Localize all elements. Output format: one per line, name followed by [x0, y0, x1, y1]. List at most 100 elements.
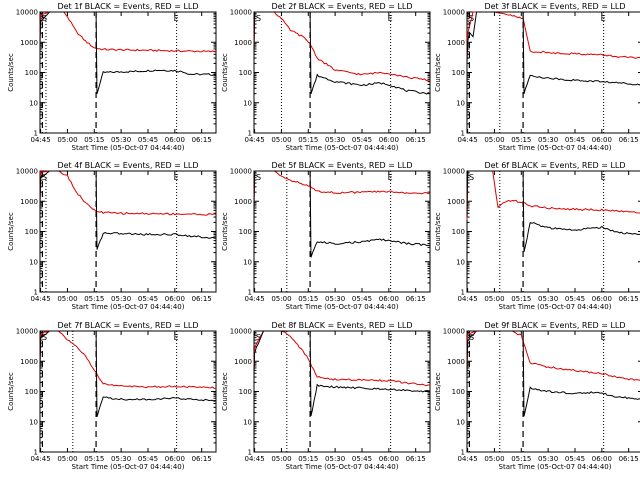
lld-series-line — [39, 330, 217, 390]
y-axis-label: Counts/sec — [434, 212, 442, 251]
plot-frame — [39, 330, 217, 453]
end-marker: E — [388, 173, 393, 182]
panel-det-1: Det 1f BLACK = Events, RED = LLD 04:45 05:… — [7, 2, 217, 152]
end-marker: E — [174, 333, 179, 342]
x-axis-label: Start Time (05-Oct-07 04:44:40) — [499, 144, 612, 152]
x-tick-label: 05:30 — [111, 136, 131, 144]
x-axis-label: Start Time (05-Oct-07 04:44:40) — [72, 463, 185, 471]
x-tick-label: 06:00 — [379, 455, 399, 463]
plot-frame — [253, 170, 431, 293]
y-tick-label: 1 — [34, 449, 38, 457]
x-tick-label: 05:15 — [511, 136, 531, 144]
y-tick-label: 1 — [34, 130, 38, 138]
x-tick-label: 05:45 — [352, 455, 372, 463]
y-tick-label: 1 — [461, 130, 465, 138]
y-tick-label: 10 — [29, 418, 38, 426]
x-tick-label: 05:00 — [484, 455, 504, 463]
end-marker: E — [388, 333, 393, 342]
x-tick-label: 06:00 — [379, 295, 399, 303]
x-tick-label: 06:00 — [379, 136, 399, 144]
y-tick-label: 100 — [452, 228, 465, 236]
y-tick-label: 100 — [239, 228, 252, 236]
y-tick-label: 10 — [243, 99, 252, 107]
x-tick-label: 04:45 — [31, 136, 51, 144]
y-tick-label: 100 — [25, 228, 38, 236]
lld-series-line — [253, 170, 431, 202]
panel-det-2: Det 2f BLACK = Events, RED = LLD 04:45 05:… — [221, 2, 431, 152]
y-tick-label: 1000 — [447, 198, 465, 206]
panel-det-9: Det 9f BLACK = Events, RED = LLD 04:45 05:… — [434, 321, 640, 471]
x-tick-label: 06:15 — [406, 295, 426, 303]
y-tick-label: 100 — [25, 69, 38, 77]
y-axis-label: Counts/sec — [7, 372, 15, 411]
x-tick-label: 06:15 — [192, 136, 212, 144]
end-marker: E — [174, 173, 179, 182]
start-marker: S — [42, 14, 47, 23]
x-tick-label: 05:00 — [57, 455, 77, 463]
x-tick-label: 05:00 — [484, 136, 504, 144]
panel-det-6: Det 6f BLACK = Events, RED = LLD 04:45 05:… — [434, 161, 640, 311]
panel-title: Det 2f BLACK = Events, RED = LLD — [271, 2, 412, 11]
y-tick-label: 10 — [456, 99, 465, 107]
y-tick-label: 10000 — [230, 328, 252, 336]
x-tick-label: 05:15 — [84, 295, 104, 303]
plot-frame — [253, 330, 431, 453]
start-marker: S — [42, 333, 47, 342]
lld-series-line — [39, 170, 217, 216]
x-axis-label: Start Time (05-Oct-07 04:44:40) — [499, 463, 612, 471]
y-axis-label: Counts/sec — [221, 53, 229, 92]
events-series-line — [253, 11, 431, 95]
y-tick-label: 10 — [29, 258, 38, 266]
x-tick-label: 05:45 — [565, 136, 585, 144]
x-tick-label: 04:45 — [245, 455, 265, 463]
panel-det-7: Det 7f BLACK = Events, RED = LLD 04:45 05:… — [7, 321, 217, 471]
y-tick-label: 1 — [461, 449, 465, 457]
events-series-line — [466, 330, 640, 417]
x-tick-label: 06:00 — [592, 455, 612, 463]
x-tick-label: 05:30 — [538, 455, 558, 463]
x-tick-label: 05:00 — [271, 455, 291, 463]
end-marker: E — [174, 14, 179, 23]
y-tick-label: 1 — [248, 289, 252, 297]
x-tick-label: 06:15 — [619, 136, 639, 144]
y-axis-label: Counts/sec — [221, 372, 229, 411]
y-tick-label: 10000 — [443, 328, 465, 336]
x-tick-label: 05:00 — [271, 136, 291, 144]
x-tick-label: 06:15 — [192, 455, 212, 463]
lld-series-line — [39, 11, 217, 53]
y-tick-label: 1000 — [20, 198, 38, 206]
y-tick-label: 1 — [461, 289, 465, 297]
y-tick-label: 10000 — [16, 328, 38, 336]
lld-series-line — [466, 170, 640, 220]
panel-title: Det 9f BLACK = Events, RED = LLD — [484, 321, 625, 330]
x-tick-label: 04:45 — [31, 455, 51, 463]
x-tick-label: 06:00 — [592, 295, 612, 303]
x-tick-label: 06:15 — [619, 295, 639, 303]
x-tick-label: 05:45 — [352, 136, 372, 144]
x-axis-label: Start Time (05-Oct-07 04:44:40) — [499, 303, 612, 311]
x-tick-label: 05:15 — [84, 136, 104, 144]
y-tick-label: 10000 — [230, 168, 252, 176]
x-tick-label: 04:45 — [245, 136, 265, 144]
panel-title: Det 6f BLACK = Events, RED = LLD — [484, 161, 625, 170]
x-tick-label: 05:45 — [352, 295, 372, 303]
lld-series-line — [253, 11, 431, 82]
x-tick-label: 06:15 — [406, 136, 426, 144]
plot-frame — [253, 11, 431, 134]
x-tick-label: 05:00 — [484, 295, 504, 303]
start-marker: S — [469, 173, 474, 182]
x-tick-label: 06:00 — [592, 136, 612, 144]
panel-title: Det 3f BLACK = Events, RED = LLD — [484, 2, 625, 11]
panel-det-5: Det 5f BLACK = Events, RED = LLD 04:45 05:… — [221, 161, 431, 311]
y-axis-label: Counts/sec — [7, 212, 15, 251]
y-tick-label: 1000 — [447, 358, 465, 366]
x-tick-label: 06:15 — [619, 455, 639, 463]
x-tick-label: 05:15 — [298, 295, 318, 303]
x-tick-label: 05:15 — [298, 136, 318, 144]
x-tick-label: 05:45 — [138, 455, 158, 463]
y-tick-label: 1000 — [447, 39, 465, 47]
x-tick-label: 05:15 — [84, 455, 104, 463]
x-tick-label: 06:00 — [165, 455, 185, 463]
plot-frame — [466, 330, 640, 453]
